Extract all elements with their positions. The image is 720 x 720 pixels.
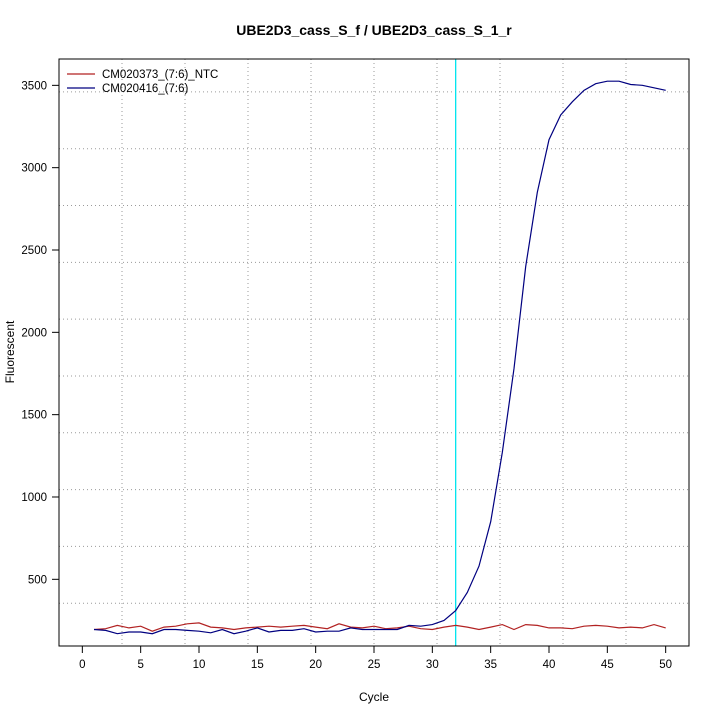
y-tick-label: 1000	[21, 492, 47, 504]
y-axis: 500 1000 1500 2000 2500 3000 3500	[21, 80, 60, 586]
legend-label: CM020416_(7:6)	[102, 83, 188, 95]
x-tick-label: 15	[251, 659, 264, 671]
series-line-2	[93, 80, 666, 635]
x-axis: 0 5 10 15 20 25 30 35 40 45 50	[79, 645, 672, 671]
series-layer	[93, 80, 666, 635]
grid	[59, 59, 689, 646]
x-tick-label: 20	[309, 659, 322, 671]
y-tick-label: 3000	[21, 163, 47, 175]
y-tick-label: 1500	[21, 410, 47, 422]
x-tick-label: 0	[79, 659, 85, 671]
x-tick-label: 45	[601, 659, 614, 671]
y-tick-label: 2000	[21, 327, 47, 339]
x-tick-label: 35	[484, 659, 497, 671]
x-tick-label: 25	[368, 659, 381, 671]
y-tick-label: 2500	[21, 245, 47, 257]
x-tick-label: 10	[193, 659, 206, 671]
x-tick-label: 5	[137, 659, 143, 671]
x-tick-label: 50	[659, 659, 672, 671]
y-tick-label: 500	[28, 574, 47, 586]
chart-title: UBE2D3_cass_S_f / UBE2D3_cass_S_1_r	[236, 22, 512, 38]
x-axis-label: Cycle	[359, 690, 389, 704]
x-tick-label: 30	[426, 659, 439, 671]
legend: CM020373_(7:6)_NTC CM020416_(7:6)	[67, 69, 218, 95]
y-axis-label: Fluorescent	[3, 320, 17, 383]
series-line-1	[93, 622, 666, 632]
legend-label: CM020373_(7:6)_NTC	[102, 69, 218, 81]
y-tick-label: 3500	[21, 80, 47, 92]
x-tick-label: 40	[543, 659, 556, 671]
